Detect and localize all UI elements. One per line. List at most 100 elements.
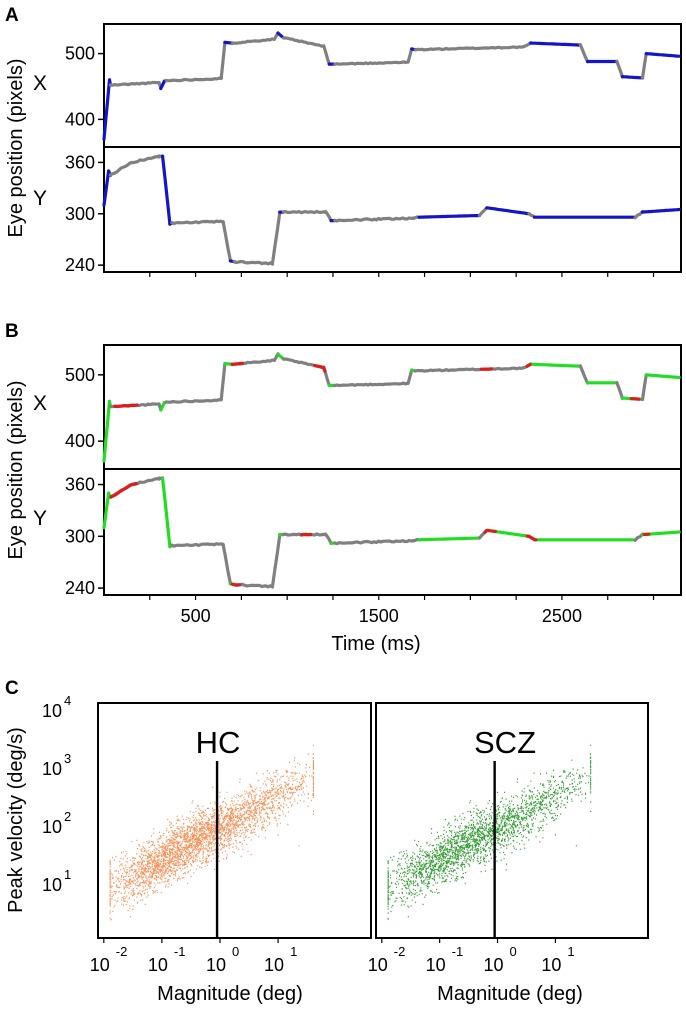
fixation-segment: [333, 60, 410, 66]
y-tick-exponent: 3: [64, 751, 71, 766]
saccade-segment: [529, 41, 582, 47]
fixation-segment: [232, 259, 275, 266]
panel-a-y-frame: [103, 146, 682, 273]
panel-a-y-label: Y: [33, 187, 47, 210]
scatter-points: [109, 744, 314, 921]
fixation-segment: [270, 533, 282, 588]
panel-b-y-trace: [102, 476, 681, 589]
saccade-segment: [161, 154, 172, 226]
scz-label: SCZ: [474, 725, 536, 760]
y-tick-exponent: 2: [64, 809, 71, 824]
panel-b-y-label: Y: [33, 507, 47, 530]
saccade-segment: [620, 74, 645, 80]
saccade-segment: [640, 207, 681, 214]
fixation-segment: [108, 160, 134, 177]
x-tick-exponent: 1: [290, 944, 297, 959]
fixation-segment: [170, 219, 225, 226]
fixation-segment: [578, 42, 590, 64]
y-tick-label: 10: [42, 875, 62, 895]
saccade-segment: [417, 213, 482, 219]
fixation-segment: [129, 155, 161, 165]
panel-b-ticks: 400 500 240 300 360 500 1500 2500: [65, 365, 655, 626]
fixation-segment: [578, 364, 590, 385]
y-tick-label: 300: [65, 526, 95, 546]
x-tick-label: 10: [368, 955, 388, 975]
panel-c-scz-xlabel: Magnitude (deg): [437, 983, 583, 1005]
y-tick-label: 360: [65, 475, 95, 495]
x-tick-label: 500: [181, 606, 211, 626]
other-event-segment: [313, 364, 327, 373]
fixation-segment: [640, 52, 648, 80]
panel-letter-c: C: [5, 678, 19, 699]
other-event-segment: [483, 528, 497, 534]
x-tick-label: 10: [206, 955, 226, 975]
y-tick-label: 240: [65, 255, 95, 275]
fixation-segment: [230, 37, 276, 46]
x-tick-exponent: 0: [510, 944, 517, 959]
panel-a-x-frame: [103, 23, 682, 148]
fixation-segment: [219, 40, 227, 80]
fixation-segment: [333, 216, 416, 223]
other-event-segment: [109, 481, 138, 499]
y-tick-label: 240: [65, 578, 95, 598]
panel-b-x-frame: [103, 344, 682, 470]
saccade-segment: [644, 373, 681, 380]
fixation-segment: [221, 542, 232, 585]
panel-b-xlabel: Time (ms): [331, 633, 420, 655]
x-tick-label: 10: [541, 955, 561, 975]
x-tick-exponent: 1: [567, 944, 574, 959]
other-event-segment: [525, 363, 532, 368]
y-tick-label: 10: [42, 759, 62, 779]
fixation-segment: [281, 209, 328, 215]
saccade-segment: [529, 362, 582, 368]
fixation-segment: [164, 398, 223, 404]
y-tick-label: 500: [65, 44, 95, 64]
panel-b-ylabel: Eye position (pixels): [5, 381, 27, 560]
saccade-segment: [485, 206, 531, 216]
x-tick-exponent: -1: [174, 944, 186, 959]
y-tick-label: 360: [65, 152, 95, 172]
fixation-segment: [333, 381, 410, 388]
panel-b-x-trace: [102, 352, 681, 463]
other-event-segment: [230, 361, 245, 366]
fixation-segment: [615, 381, 625, 400]
other-event-segment: [113, 403, 139, 408]
fixation-segment: [406, 368, 414, 385]
fixation-segment: [324, 532, 333, 546]
fixation-segment: [406, 47, 414, 64]
y-tick-label: 400: [65, 109, 95, 129]
other-event-segment: [525, 534, 538, 542]
panel-b-x-label: X: [33, 392, 47, 415]
panel-c-hc-frame: [97, 702, 372, 939]
panel-letter-b: B: [5, 321, 19, 342]
y-tick-label: 500: [65, 365, 95, 385]
fixation-segment: [221, 220, 232, 262]
x-tick-exponent: -2: [394, 944, 406, 959]
fixation-segment: [615, 59, 625, 79]
saccade-segment: [102, 491, 111, 530]
y-tick-exponent: 1: [64, 867, 71, 882]
fixation-segment: [108, 80, 161, 87]
y-tick-label: 400: [65, 431, 95, 451]
fixation-segment: [270, 210, 282, 265]
hc-scatter: [109, 744, 314, 938]
saccade-segment: [102, 78, 112, 141]
y-tick-label: 300: [65, 204, 95, 224]
x-tick-exponent: -2: [116, 944, 128, 959]
x-tick-label: 10: [90, 955, 110, 975]
x-tick-label: 1500: [359, 606, 399, 626]
fixation-segment: [219, 362, 227, 402]
saccade-segment: [644, 51, 681, 58]
panel-c-ylabel: Peak velocity (deg/s): [5, 727, 27, 913]
y-tick-label: 10: [42, 701, 62, 721]
panel-a-x-trace: [102, 31, 681, 141]
y-tick-label: 10: [42, 817, 62, 837]
saccade-segment: [102, 399, 112, 463]
x-tick-label: 10: [484, 955, 504, 975]
panel-b-y-frame: [103, 468, 682, 596]
fixation-segment: [477, 206, 489, 218]
fixation-segment: [324, 209, 333, 223]
hc-label: HC: [196, 725, 241, 760]
y-tick-exponent: 4: [64, 693, 71, 708]
